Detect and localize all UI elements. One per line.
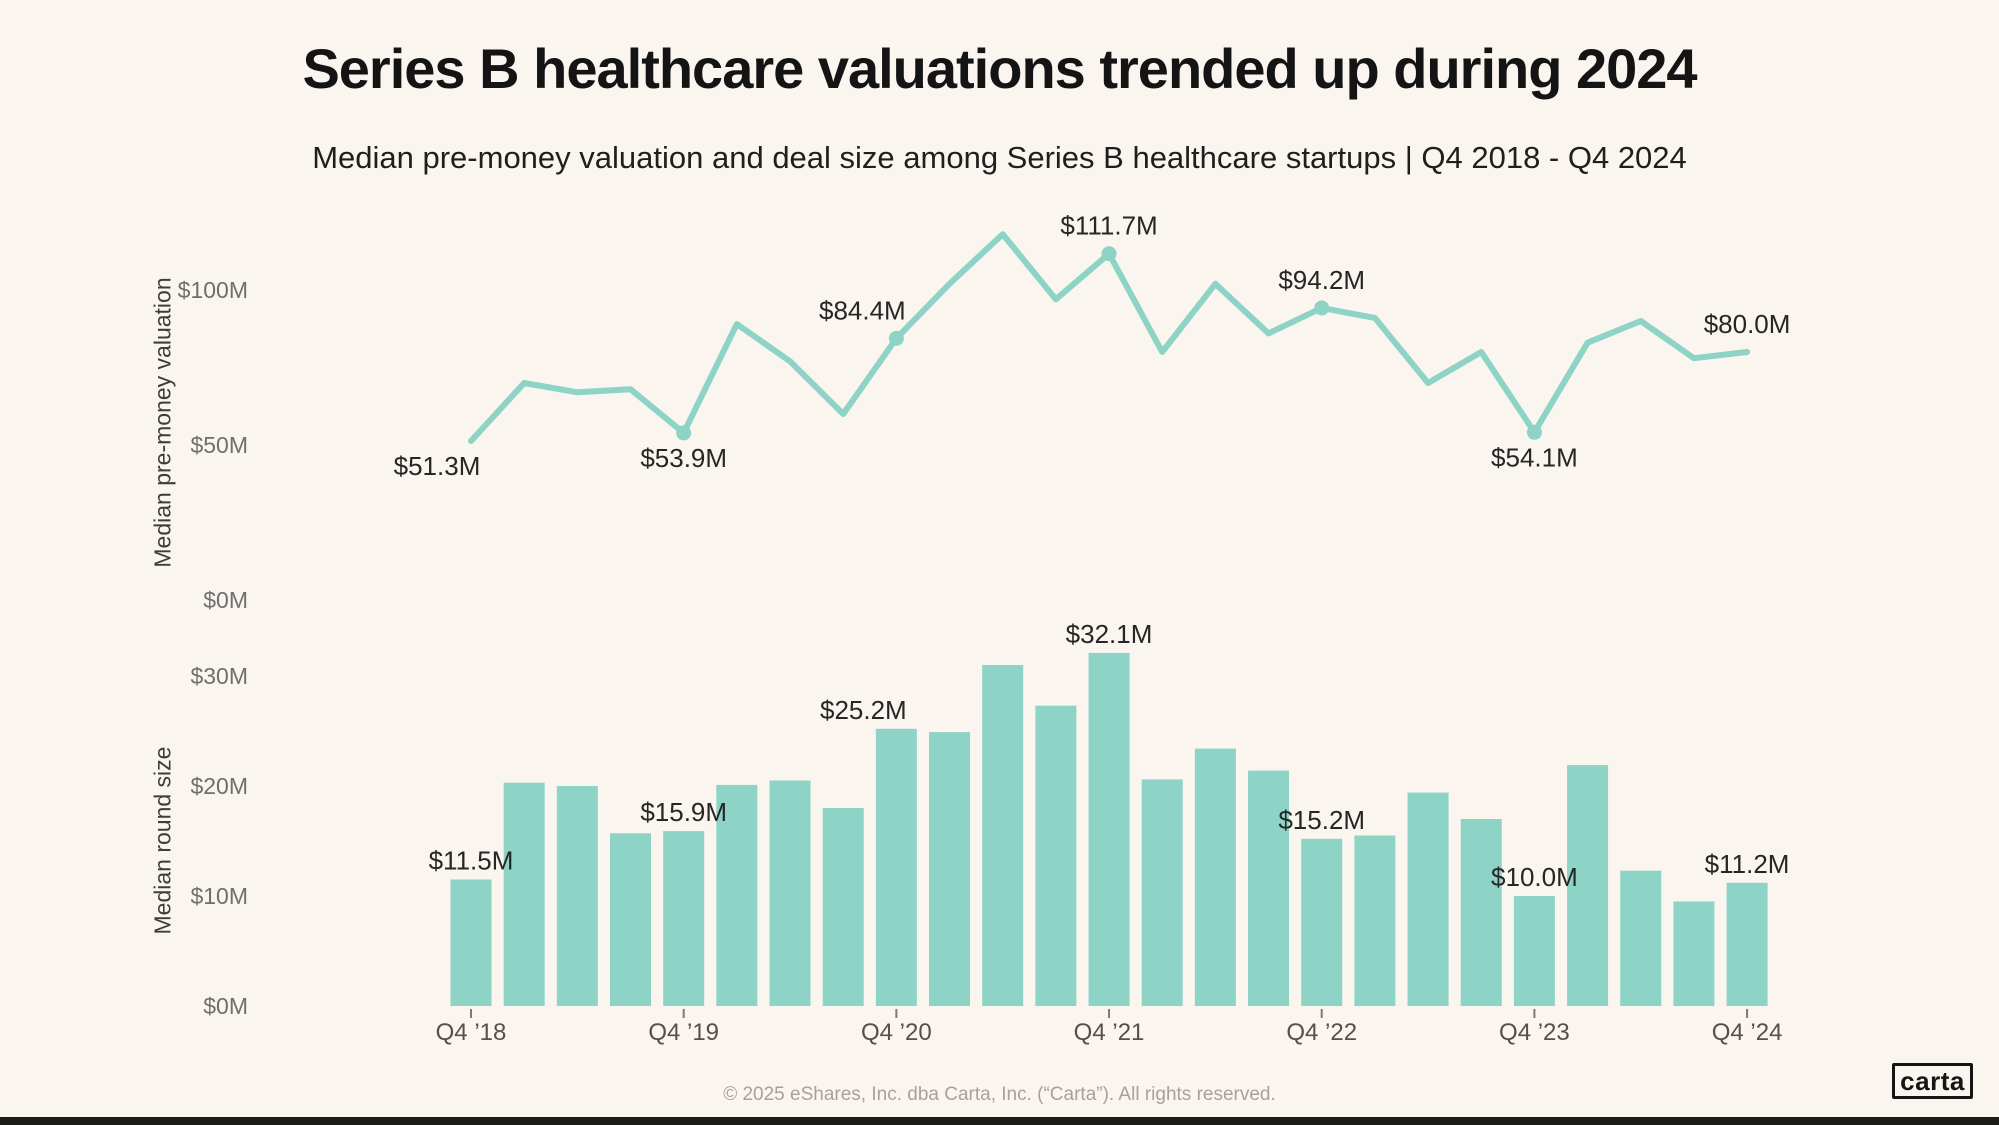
footer-copyright: © 2025 eShares, Inc. dba Carta, Inc. (“C…	[723, 1084, 1276, 1105]
bar-Q3’24	[1673, 901, 1715, 1006]
valuation-point-marker	[1101, 246, 1117, 262]
bar-Q1’23	[1354, 835, 1396, 1006]
valuation-point-marker	[1526, 424, 1542, 440]
bar-y-tick-label: $20M	[190, 773, 248, 799]
bar-Q2’20	[769, 780, 811, 1006]
bar-Q1’20	[716, 784, 758, 1006]
bar-value-label: $11.5M	[429, 846, 514, 876]
bar-Q1’24	[1567, 765, 1609, 1006]
valuation-point-marker	[1314, 300, 1330, 316]
valuation-point-marker	[676, 425, 692, 441]
bar-value-label: $10.0M	[1491, 862, 1578, 892]
bar-Q3’21	[1035, 705, 1077, 1006]
bar-value-label: $15.2M	[1278, 805, 1365, 835]
bar-value-label: $11.2M	[1705, 849, 1790, 879]
bar-Q3’23	[1460, 819, 1502, 1006]
bar-y-tick-label: $10M	[190, 883, 248, 909]
bar-Q1’21	[929, 732, 971, 1006]
line-value-label: $80.0M	[1704, 309, 1791, 339]
valuation-point-marker	[888, 330, 904, 346]
bar-value-label: $32.1M	[1066, 619, 1153, 649]
line-y-tick-label: $0M	[203, 587, 248, 613]
x-axis-tick-label: Q4 ’20	[861, 1019, 932, 1046]
bar-Q2’19	[556, 786, 598, 1006]
valuation-line	[468, 231, 1751, 444]
x-axis-tick-label: Q4 ’18	[436, 1019, 507, 1046]
bar-Q2’22	[1194, 748, 1236, 1006]
bar-Q3’20	[822, 808, 864, 1006]
carta-logo: carta	[1892, 1063, 1973, 1099]
bar-Q4’18	[450, 879, 492, 1006]
page-subtitle: Median pre-money valuation and deal size…	[312, 140, 1687, 175]
bar-Q4’24	[1726, 882, 1768, 1006]
bar-Q2’23	[1407, 792, 1449, 1006]
x-axis-tick-label: Q4 ’24	[1712, 1019, 1783, 1046]
bar-Q3’22	[1248, 770, 1290, 1006]
bar-Q4’23	[1513, 896, 1555, 1006]
bottom-accent-bar	[0, 1117, 1999, 1125]
x-axis-tick-label: Q4 ’21	[1074, 1019, 1145, 1046]
line-value-label: $54.1M	[1491, 442, 1578, 472]
bar-Q4’20	[875, 728, 917, 1006]
bar-y-tick-label: $30M	[190, 663, 248, 689]
bar-Q2’21	[982, 665, 1024, 1006]
line-y-tick-label: $100M	[178, 277, 248, 303]
bar-value-label: $15.9M	[640, 797, 727, 827]
page-title: Series B healthcare valuations trended u…	[302, 37, 1697, 100]
x-axis-tick-label: Q4 ’19	[648, 1019, 719, 1046]
line-y-tick-label: $50M	[190, 432, 248, 458]
line-value-label: $94.2M	[1278, 265, 1365, 295]
bar-Q3’19	[610, 833, 652, 1006]
x-axis-tick-label: Q4 ’22	[1286, 1019, 1357, 1046]
bar-value-label: $25.2M	[820, 695, 907, 725]
bar-Q4’19	[663, 831, 705, 1006]
line-value-label: $111.7M	[1060, 211, 1157, 241]
bar-y-tick-label: $0M	[203, 993, 248, 1019]
bar-Q4’22	[1301, 838, 1343, 1006]
line-value-label: $51.3M	[394, 451, 481, 481]
x-axis-tick-label: Q4 ’23	[1499, 1019, 1570, 1046]
bar-Q4’21	[1088, 652, 1130, 1006]
bar-Q2’24	[1620, 870, 1662, 1006]
carta-logo-text: carta	[1900, 1066, 1965, 1096]
line-value-label: $53.9M	[640, 443, 727, 473]
bar-Q1’22	[1141, 779, 1183, 1006]
bar-Q1’19	[503, 782, 545, 1006]
line-value-label: $84.4M	[819, 295, 906, 325]
